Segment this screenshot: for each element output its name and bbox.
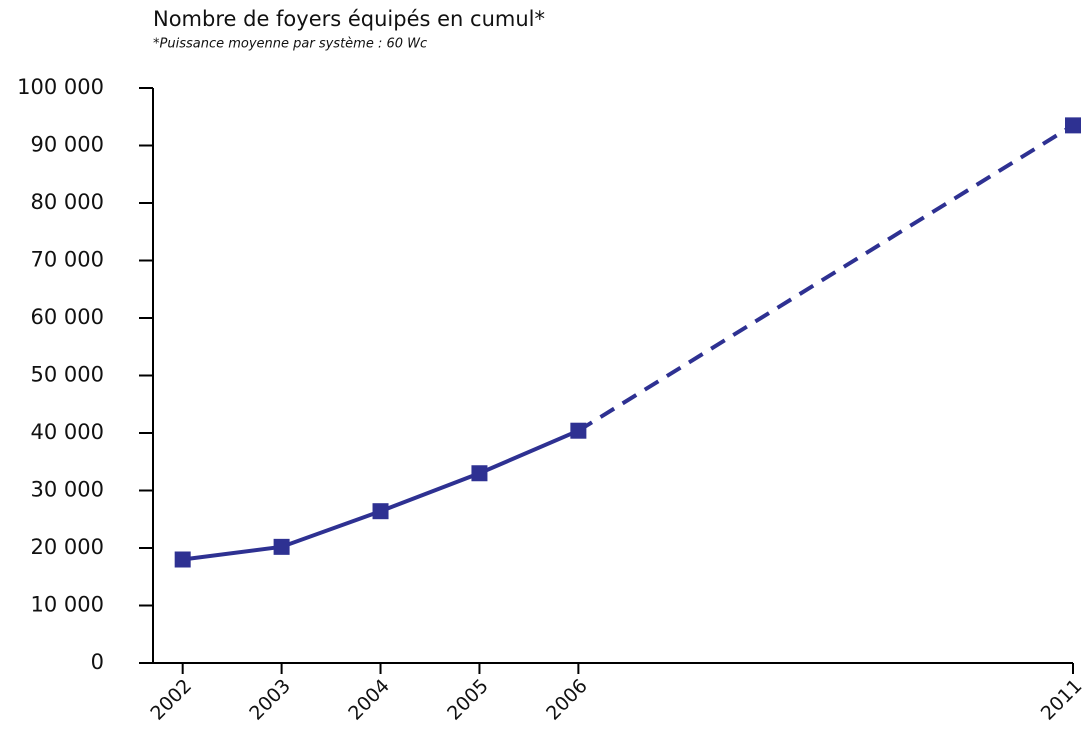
- point-marker: [273, 538, 290, 555]
- y-tick-label: 90 000: [31, 133, 104, 157]
- y-tick-label: 50 000: [31, 363, 104, 387]
- point-marker: [174, 551, 191, 568]
- x-tick-label: 2002: [146, 675, 196, 725]
- point-marker: [372, 503, 389, 520]
- y-tick-label: 60 000: [31, 305, 104, 329]
- y-tick-label: 80 000: [31, 190, 104, 214]
- point-marker: [1065, 117, 1081, 134]
- line-dashed: [577, 123, 1075, 433]
- y-tick-label: 20 000: [31, 535, 104, 559]
- y-tick-label: 70 000: [31, 248, 104, 272]
- line-solid: [182, 428, 580, 562]
- point-marker: [471, 465, 488, 482]
- y-tick-label: 40 000: [31, 420, 104, 444]
- x-tick-label: 2004: [344, 675, 394, 725]
- chart-title: Nombre de foyers équipés en cumul*: [153, 7, 545, 31]
- y-tick-label: 100 000: [17, 75, 104, 99]
- y-tick-label: 10 000: [31, 593, 104, 617]
- y-tick-label: 30 000: [31, 478, 104, 502]
- x-tick-label: 2011: [1037, 675, 1084, 725]
- point-marker: [570, 422, 587, 439]
- x-tick-label: 2005: [443, 675, 493, 725]
- chart-subtitle: *Puissance moyenne par système : 60 Wc: [153, 37, 427, 52]
- y-tick-label: 0: [91, 650, 104, 674]
- x-tick-label: 2003: [245, 675, 295, 725]
- x-tick-label: 2006: [542, 675, 592, 725]
